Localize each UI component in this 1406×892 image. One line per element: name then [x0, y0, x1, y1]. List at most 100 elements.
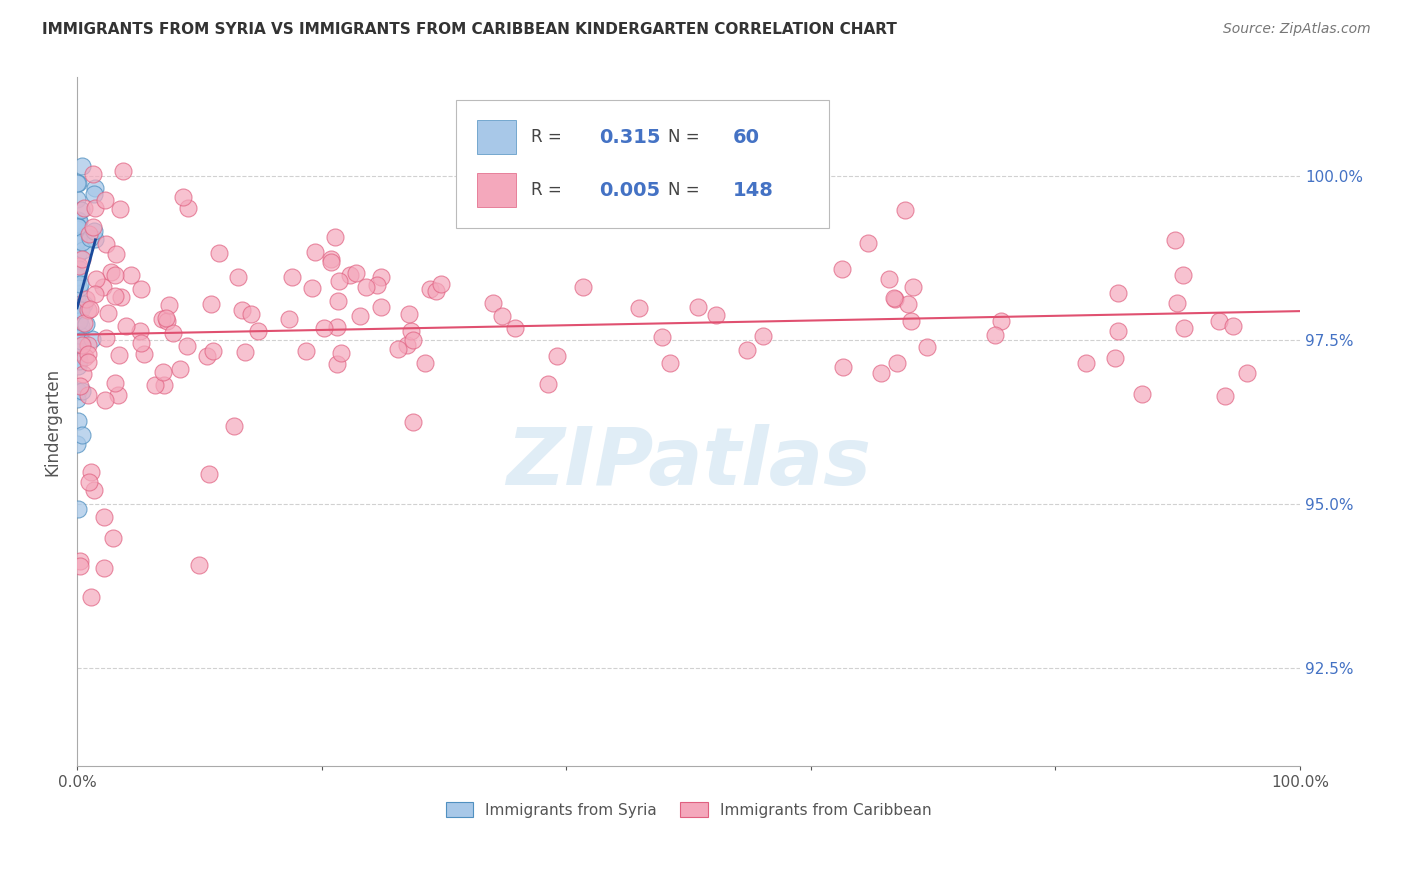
Point: [321, 252, 343, 267]
Point: [70, 235, 93, 249]
Point: [169, 361, 191, 376]
Point: [832, 360, 855, 375]
Point: [546, 349, 568, 363]
Point: [66, 219, 89, 233]
Point: [901, 280, 924, 294]
Point: [301, 281, 323, 295]
Point: [66, 213, 89, 227]
Point: [398, 307, 420, 321]
Bar: [477, 120, 516, 154]
Point: [66, 192, 89, 206]
Point: [349, 310, 371, 324]
Point: [91, 280, 114, 294]
Point: [884, 292, 907, 306]
Point: [69, 327, 91, 342]
Point: [396, 337, 419, 351]
Point: [93, 392, 115, 407]
Point: [96, 330, 118, 344]
Point: [77, 347, 100, 361]
Point: [70, 159, 93, 173]
Point: [67, 220, 90, 235]
Point: [66, 222, 89, 236]
Point: [366, 278, 388, 293]
Point: [69, 379, 91, 393]
Point: [66, 303, 89, 318]
Point: [153, 378, 176, 392]
Legend: Immigrants from Syria, Immigrants from Caribbean: Immigrants from Syria, Immigrants from C…: [440, 796, 938, 823]
Point: [73, 201, 96, 215]
Point: [156, 314, 179, 328]
Point: [72, 427, 94, 442]
Point: [69, 558, 91, 573]
Point: [66, 270, 89, 285]
Point: [104, 268, 127, 282]
Point: [1166, 296, 1188, 310]
Point: [66, 437, 89, 451]
Point: [66, 176, 89, 190]
Point: [67, 214, 90, 228]
Point: [97, 306, 120, 320]
Point: [66, 392, 89, 407]
Point: [326, 294, 349, 309]
Point: [70, 202, 93, 217]
Text: 148: 148: [733, 181, 773, 200]
Point: [208, 246, 231, 260]
Point: [883, 291, 905, 305]
Point: [239, 307, 262, 321]
Point: [66, 218, 89, 232]
Point: [326, 357, 349, 371]
Point: [330, 345, 353, 359]
Point: [75, 350, 97, 364]
Y-axis label: Kindergarten: Kindergarten: [44, 368, 60, 475]
Text: N =: N =: [668, 181, 710, 199]
Point: [83, 180, 105, 194]
Point: [886, 356, 908, 370]
Point: [277, 312, 299, 326]
Point: [66, 234, 89, 248]
Text: 60: 60: [733, 128, 759, 147]
Text: 0.315: 0.315: [599, 128, 661, 147]
Point: [370, 269, 392, 284]
Point: [77, 475, 100, 489]
Point: [72, 297, 94, 311]
Point: [82, 332, 104, 346]
Point: [66, 274, 89, 288]
Point: [198, 467, 221, 481]
Point: [67, 323, 90, 337]
Text: R =: R =: [531, 181, 572, 199]
Point: [172, 190, 194, 204]
Point: [706, 308, 728, 322]
Point: [247, 324, 270, 338]
Point: [402, 416, 425, 430]
Point: [66, 299, 89, 313]
Point: [69, 322, 91, 336]
Point: [1074, 356, 1097, 370]
Point: [66, 268, 89, 283]
Point: [162, 326, 184, 341]
Point: [66, 384, 89, 399]
Point: [84, 232, 107, 246]
Point: [295, 343, 318, 358]
Point: [70, 303, 93, 318]
Point: [100, 265, 122, 279]
Point: [415, 356, 437, 370]
Point: [370, 300, 392, 314]
Point: [1104, 351, 1126, 365]
Point: [1173, 268, 1195, 282]
Point: [686, 300, 709, 314]
Point: [77, 354, 100, 368]
Point: [84, 286, 107, 301]
Point: [67, 314, 90, 328]
Point: [66, 232, 89, 246]
Point: [120, 268, 142, 283]
Point: [304, 244, 326, 259]
Point: [1236, 366, 1258, 380]
Point: [1222, 318, 1244, 333]
Point: [79, 231, 101, 245]
Point: [572, 280, 595, 294]
Point: [83, 201, 105, 215]
Point: [312, 321, 335, 335]
Point: [79, 301, 101, 316]
Point: [491, 309, 513, 323]
Point: [67, 262, 90, 277]
